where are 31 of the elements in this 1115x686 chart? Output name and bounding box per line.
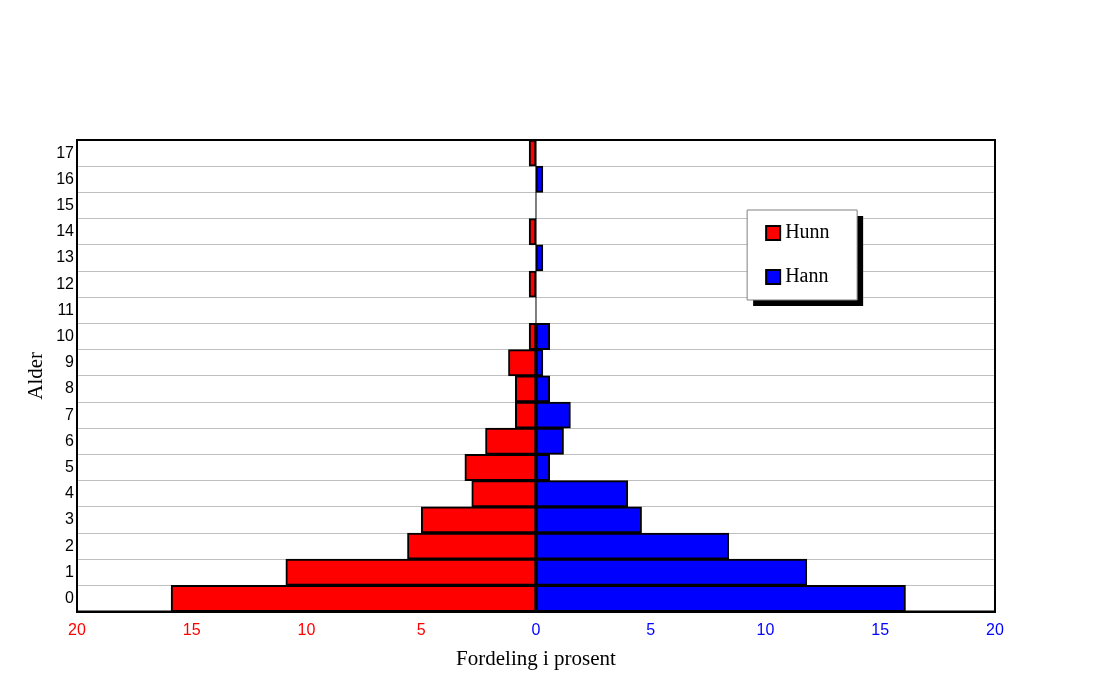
- x-tick-label: 5: [416, 620, 426, 638]
- y-tick-label: 13: [56, 248, 75, 266]
- y-tick-label: 17: [56, 143, 75, 161]
- y-tick-label: 2: [65, 536, 75, 554]
- y-tick-label: 14: [56, 222, 75, 240]
- y-tick-label: 16: [56, 169, 75, 187]
- y-tick-label: 3: [65, 510, 75, 528]
- x-tick-label: 20: [986, 620, 1004, 638]
- y-tick-label: 4: [65, 484, 75, 502]
- x-axis-title: Fordeling i prosent: [456, 645, 617, 670]
- y-tick-label: 9: [65, 353, 75, 371]
- x-tick-label: 0: [531, 620, 541, 638]
- y-tick-label: 12: [56, 274, 75, 292]
- y-tick-label: 15: [56, 195, 75, 213]
- y-tick-label: 8: [65, 379, 75, 397]
- x-tick-label: 5: [646, 620, 656, 638]
- x-tick-label: 10: [297, 620, 316, 638]
- y-tick-label: 1: [65, 562, 75, 580]
- x-tick-label: 15: [182, 620, 201, 638]
- y-tick-label: 10: [56, 326, 75, 344]
- x-tick-label: 10: [756, 620, 775, 638]
- y-tick-label: 11: [57, 300, 75, 318]
- x-tick-label: 15: [871, 620, 890, 638]
- y-tick-label: 7: [65, 405, 75, 423]
- legend-label: Hann: [785, 264, 829, 287]
- y-tick-label: 5: [65, 457, 75, 475]
- legend-label: Hunn: [785, 220, 830, 243]
- x-tick-label: 20: [68, 620, 86, 638]
- y-tick-label: 0: [65, 588, 75, 606]
- y-tick-label: 6: [65, 431, 75, 449]
- y-axis-title: Alder: [23, 351, 48, 400]
